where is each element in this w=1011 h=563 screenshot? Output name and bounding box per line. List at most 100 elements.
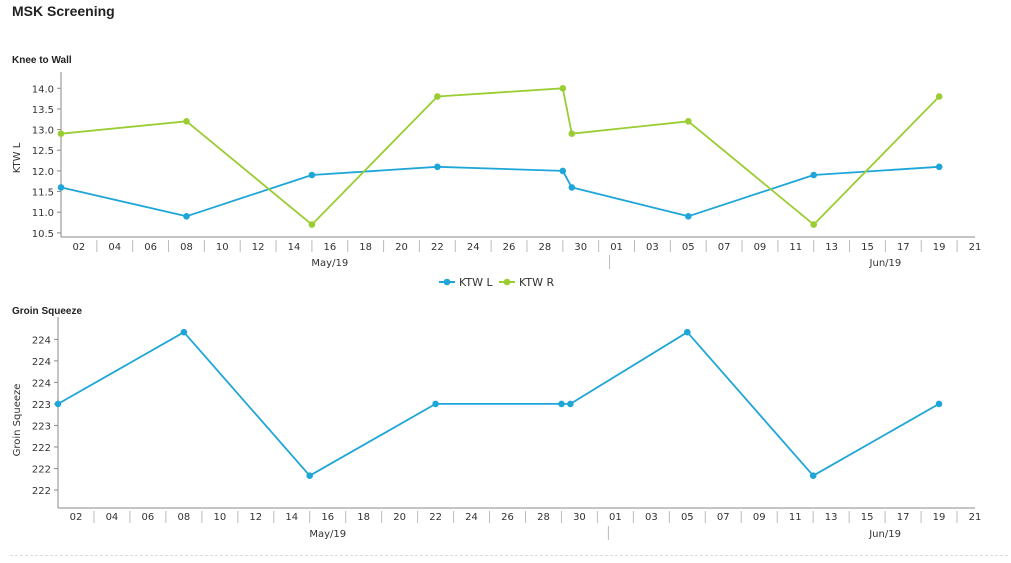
groin-squeeze-chart-title: Groin Squeeze: [12, 306, 83, 317]
month-label: Jun/19: [868, 529, 901, 540]
data-point: [559, 167, 567, 175]
x-tick-label: 16: [321, 512, 334, 523]
x-tick-label: 24: [465, 512, 478, 523]
x-tick-label: 19: [933, 242, 946, 253]
x-tick-label: 06: [144, 242, 157, 253]
data-point: [183, 213, 190, 220]
data-point: [685, 213, 692, 220]
x-tick-label: 03: [645, 512, 658, 523]
data-point: [308, 221, 316, 228]
y-tick-label: 222: [32, 443, 51, 454]
y-axis-label: KTW L: [12, 142, 23, 173]
x-tick-label: 16: [323, 242, 336, 253]
data-point: [432, 400, 439, 408]
legend-swatch-marker: [443, 278, 451, 286]
x-tick-label: 11: [789, 512, 802, 523]
data-point: [684, 328, 691, 336]
y-tick-label: 224: [32, 357, 51, 368]
x-tick-label: 19: [933, 512, 946, 523]
data-point: [180, 328, 188, 336]
data-point: [183, 118, 190, 125]
x-tick-label: 04: [106, 512, 119, 523]
x-tick-label: 13: [825, 512, 838, 523]
x-tick-label: 26: [503, 242, 516, 253]
legend-label: KTW L: [459, 276, 493, 289]
data-point: [935, 93, 943, 100]
y-tick-label: 12.5: [32, 146, 54, 157]
data-point: [308, 171, 316, 179]
data-point: [54, 400, 62, 408]
y-tick-label: 11.0: [32, 208, 54, 219]
month-label: Jun/19: [869, 258, 902, 269]
y-tick-label: 11.5: [32, 188, 54, 199]
x-tick-label: 20: [393, 512, 406, 523]
y-tick-label: 13.0: [32, 126, 54, 137]
x-tick-label: 24: [467, 242, 480, 253]
y-tick-label: 14.0: [32, 84, 54, 95]
month-label: May/19: [309, 529, 346, 540]
x-tick-label: 22: [429, 512, 442, 523]
x-tick-label: 28: [537, 512, 550, 523]
data-point: [810, 221, 817, 228]
x-tick-label: 10: [216, 242, 229, 253]
x-tick-label: 18: [357, 512, 370, 523]
x-tick-label: 30: [574, 242, 587, 253]
data-point: [935, 163, 943, 171]
y-axis-label: Groin Squeeze: [12, 384, 23, 457]
data-point: [568, 184, 576, 191]
data-point: [558, 400, 565, 408]
x-tick-label: 09: [753, 512, 766, 523]
page-title: MSK Screening: [12, 3, 115, 19]
data-point: [306, 472, 314, 480]
x-tick-label: 17: [897, 512, 910, 523]
x-tick-label: 17: [897, 242, 910, 253]
knee-to-wall-chart: 10.5 11.0 11.5 12.0 12.5 13.0 13.5 14.0 KTW L 02 0…: [12, 72, 982, 289]
y-tick-label: 223: [32, 400, 51, 411]
x-tick-label: 06: [142, 512, 155, 523]
y-tick-label: 223: [32, 421, 51, 432]
x-tick-label: 01: [609, 512, 622, 523]
y-tick-label: 222: [32, 465, 51, 476]
series-line-groin-squeeze: [57, 331, 940, 477]
x-tick-label: 08: [177, 512, 190, 523]
y-tick-label: 224: [32, 335, 51, 346]
legend-label: KTW R: [519, 276, 554, 289]
legend-swatch-marker: [503, 278, 511, 286]
data-point: [568, 130, 576, 137]
x-tick-label: 15: [861, 512, 874, 523]
x-tick-label: 03: [646, 242, 659, 253]
x-tick-label: 30: [573, 512, 586, 523]
x-tick-label: 09: [754, 242, 767, 253]
x-tick-label: 14: [285, 512, 298, 523]
x-tick-label: 21: [969, 242, 982, 253]
knee-to-wall-chart-title: Knee to Wall: [12, 55, 72, 66]
x-tick-label: 01: [610, 242, 623, 253]
x-tick-label: 07: [717, 512, 730, 523]
x-tick-label: 18: [359, 242, 372, 253]
data-point: [685, 118, 692, 125]
data-point: [567, 400, 574, 408]
x-tick-label: 02: [73, 242, 86, 253]
x-tick-label: 10: [213, 512, 226, 523]
x-tick-label: 05: [681, 512, 694, 523]
x-tick-label: 13: [825, 242, 838, 253]
data-point: [935, 400, 943, 408]
x-tick-label: 11: [789, 242, 802, 253]
x-tick-label: 28: [539, 242, 552, 253]
y-tick-label: 10.5: [32, 229, 54, 240]
x-tick-label: 21: [969, 512, 982, 523]
x-tick-label: 26: [501, 512, 514, 523]
x-tick-label: 12: [252, 242, 265, 253]
bottom-divider: [10, 555, 1008, 556]
x-tick-label: 15: [861, 242, 874, 253]
month-label: May/19: [311, 258, 348, 269]
x-tick-label: 04: [108, 242, 121, 253]
data-point: [434, 163, 441, 171]
y-tick-label: 12.0: [32, 167, 54, 178]
data-point: [809, 472, 817, 480]
data-point: [57, 130, 65, 137]
x-tick-label: 20: [395, 242, 408, 253]
x-tick-label: 07: [718, 242, 731, 253]
y-tick-label: 222: [32, 486, 51, 497]
